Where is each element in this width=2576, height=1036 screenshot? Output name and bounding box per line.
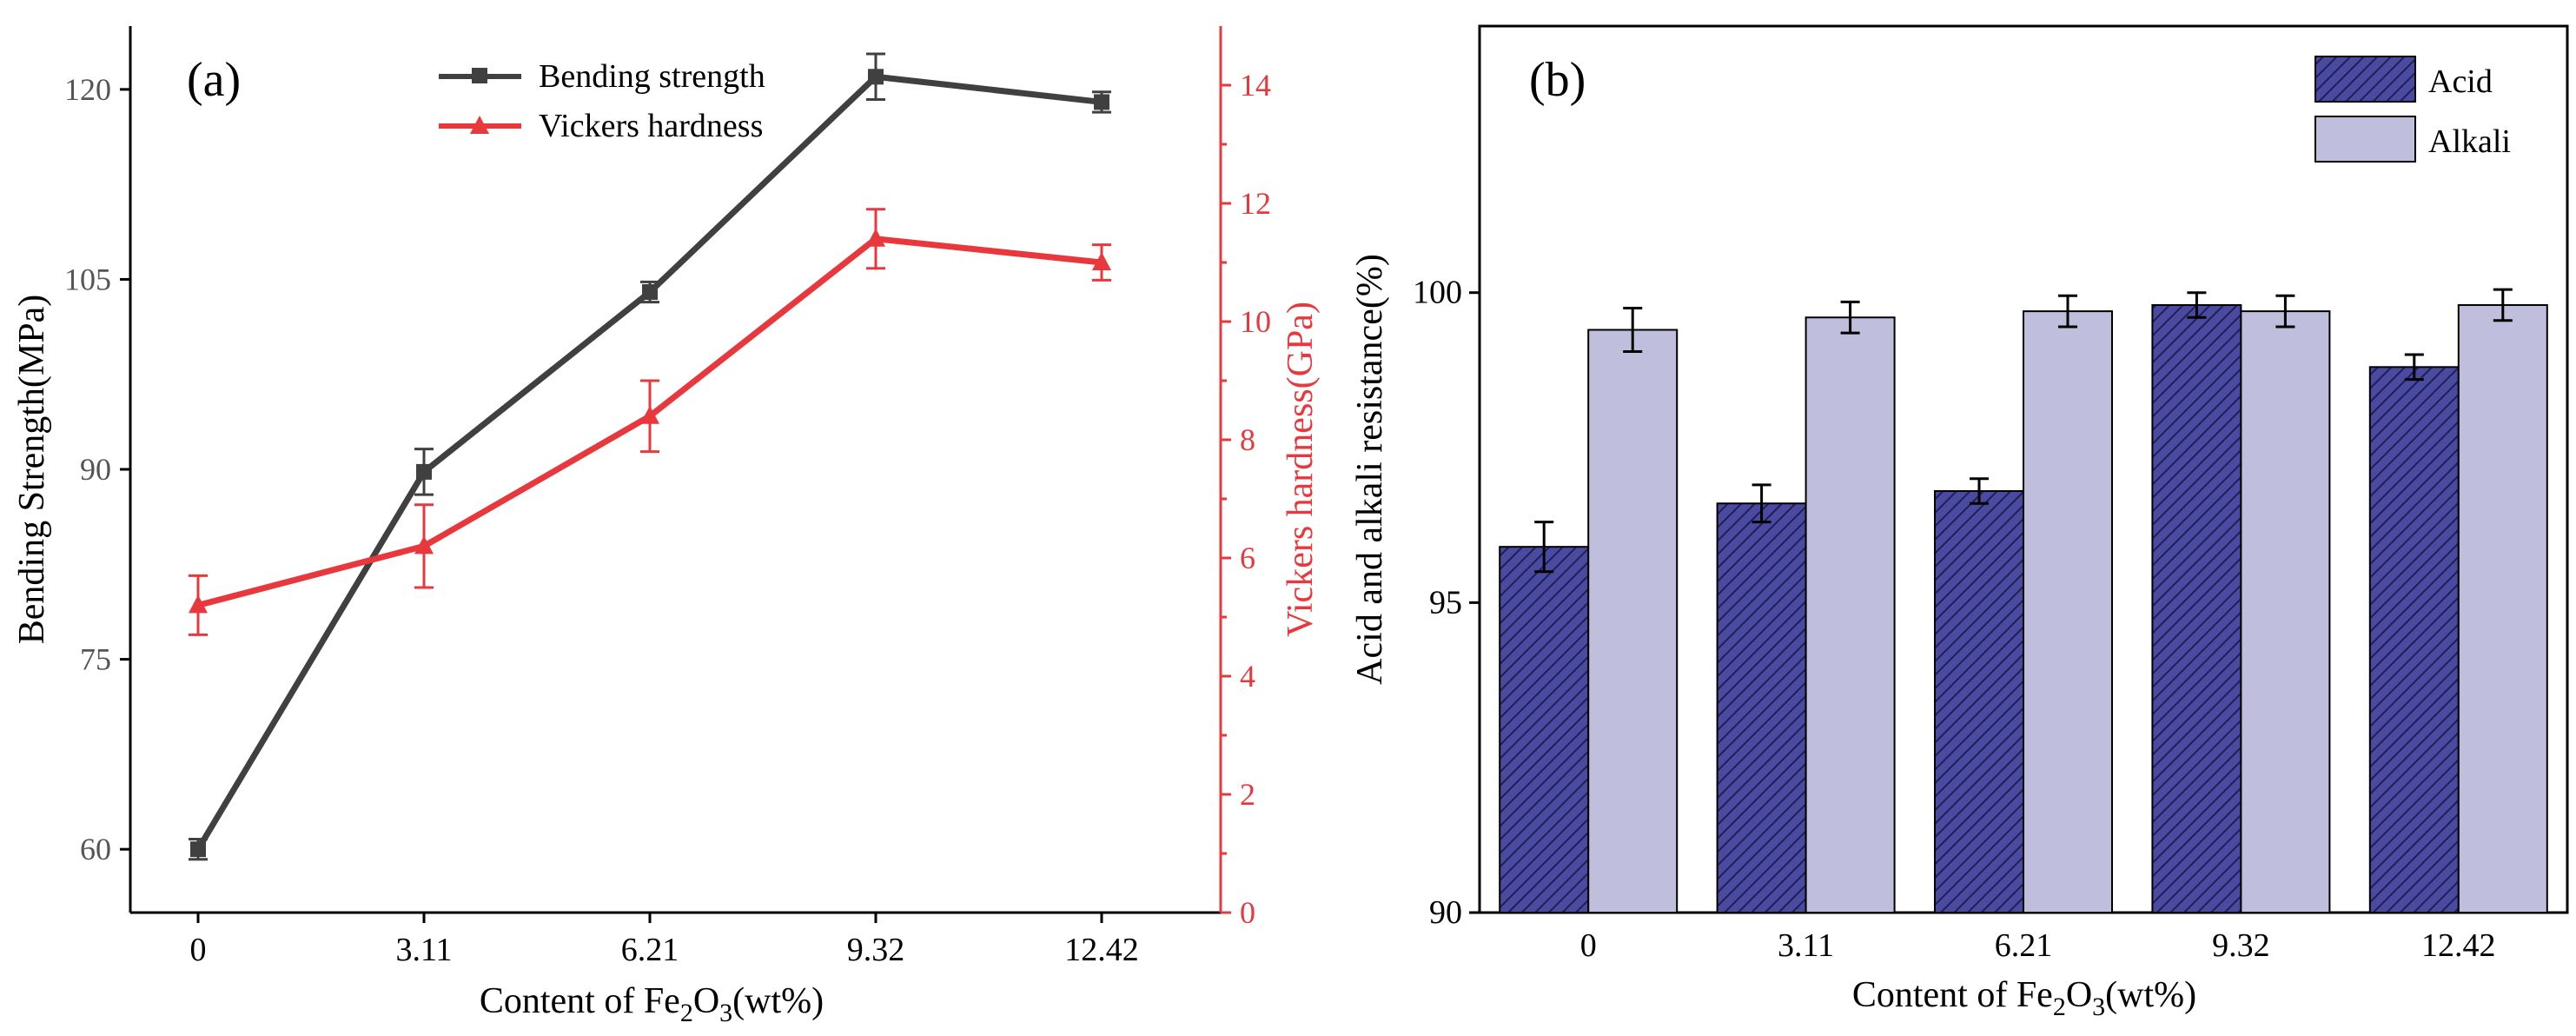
left-tick-label: 60: [80, 832, 111, 867]
panel-b-legend: Acid Alkali: [2314, 56, 2511, 163]
x-tick-label: 12.42: [1064, 932, 1139, 968]
data-point-square: [868, 69, 884, 85]
right-tick-label: 14: [1240, 68, 1271, 103]
left-tick-label: 75: [80, 642, 111, 677]
panel-b-bar-chart: 90 95 100 0 3.11 6.21 9.32 12.42 (b) Acid Alka…: [1350, 24, 2569, 1021]
data-point-square: [1094, 94, 1109, 110]
panel-a-left-ticks: 60 75 90 105 120: [64, 72, 130, 867]
legend-alkali-text: Alkali: [2428, 123, 2511, 160]
left-tick-label: 90: [80, 452, 111, 487]
panel-b-ylabel: Acid and alkali resistance(%): [1350, 254, 1390, 685]
bar-alkali: [2457, 303, 2548, 914]
x-tick-label: 0: [190, 932, 207, 968]
right-tick-label: 8: [1240, 422, 1255, 457]
x-tick-label: 9.32: [847, 932, 905, 968]
series-line-0: [195, 73, 1103, 851]
x-tick-label: 0: [1580, 927, 1597, 964]
right-tick-label: 12: [1240, 186, 1271, 221]
legend-bending-text: Bending strength: [539, 58, 765, 95]
data-point-triangle: [1092, 252, 1111, 270]
legend-acid-text: Acid: [2428, 63, 2493, 100]
legend-alkali-swatch: [2314, 116, 2416, 163]
y-tick-label: 95: [1429, 584, 1462, 621]
right-tick-label: 4: [1240, 659, 1255, 694]
bar-acid: [1499, 546, 1590, 913]
legend-vickers-text: Vickers hardness: [539, 108, 763, 144]
panel-a-right-ticks: 0 2 4 6 8 10 12 14: [1221, 68, 1271, 930]
panel-b-xlabel: Content of Fe2O3(wt%): [1852, 975, 2196, 1021]
panel-a-ylabel-right: Vickers hardness(GPa): [1281, 302, 1321, 637]
bar-alkali: [1587, 329, 1679, 913]
y-tick-label: 90: [1429, 894, 1462, 931]
panel-a-xlabel: Content of Fe2O3(wt%): [480, 981, 824, 1027]
bar-acid: [2368, 366, 2460, 913]
y-tick-label: 100: [1413, 275, 1462, 311]
bar-alkali: [1805, 316, 1896, 913]
data-point-square: [642, 284, 658, 300]
right-tick-label: 2: [1240, 777, 1255, 812]
data-point-triangle: [640, 405, 659, 424]
data-point-triangle: [866, 228, 885, 247]
legend-acid-swatch: [2314, 56, 2416, 103]
x-tick-label: 12.42: [2421, 927, 2496, 964]
bar-alkali: [2023, 310, 2113, 913]
left-tick-label: 105: [64, 262, 111, 296]
panel-a-x-ticks: 0 3.11 6.21 9.32 12.42: [190, 913, 1139, 968]
x-tick-label: 9.32: [2212, 927, 2270, 964]
panel-b-x-ticks: 0 3.11 6.21 9.32 12.42: [1580, 927, 2496, 964]
x-tick-label: 6.21: [1995, 927, 2053, 964]
x-tick-label: 6.21: [621, 932, 679, 968]
right-tick-label: 10: [1240, 304, 1271, 339]
right-tick-label: 0: [1240, 895, 1255, 930]
left-tick-label: 120: [64, 72, 111, 107]
panel-a-ylabel: Bending Strength(MPa): [12, 295, 52, 644]
data-point-square: [416, 463, 432, 480]
panel-a-label: (a): [187, 53, 241, 107]
panel-b-bars: [1499, 288, 2548, 914]
data-point-triangle: [414, 535, 434, 555]
panel-a-series: [189, 52, 1111, 861]
x-tick-label: 3.11: [395, 932, 452, 968]
right-tick-label: 6: [1240, 541, 1255, 575]
panel-a-legend: Bending strength Vickers hardness: [439, 58, 765, 144]
bar-acid: [1716, 502, 1807, 913]
legend-vickers-marker: [470, 116, 489, 134]
panel-a-line-chart: 60 75 90 105 120 0 2 4 6 8 10 12 14 0 3.11 6.21 9.32 12…: [12, 26, 1321, 1027]
data-point-square: [190, 841, 206, 858]
bar-alkali: [2240, 310, 2331, 913]
x-tick-label: 3.11: [1778, 927, 1834, 964]
bar-acid: [2151, 303, 2242, 914]
panel-b-y-ticks: 90 95 100: [1413, 275, 1480, 931]
bar-acid: [1934, 489, 2024, 913]
legend-bending-marker: [472, 68, 487, 83]
data-point-triangle: [189, 594, 208, 614]
panel-b-label: (b): [1529, 53, 1586, 107]
